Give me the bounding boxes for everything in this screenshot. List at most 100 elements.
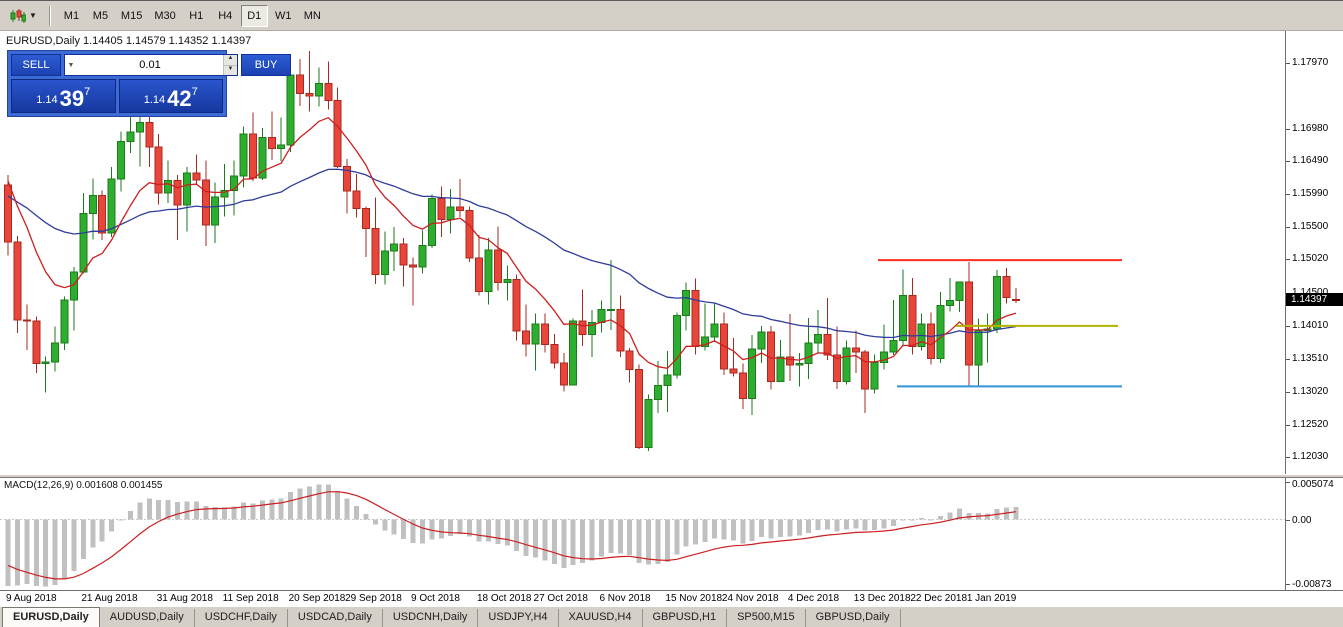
lot-spin-up-icon[interactable]: ▲ [224, 55, 237, 66]
price-axis[interactable]: 1.17970 1.16980 1.16490 1.15990 1.15500 1.150… [1285, 31, 1343, 474]
price-tick-label: 1.15990 [1292, 188, 1329, 200]
date-tick-label: 20 Sep 2018 [288, 593, 346, 604]
lot-dropdown-icon[interactable]: ▼ [67, 61, 75, 69]
tf-button-M15[interactable]: M15 [116, 5, 147, 27]
price-tick-mark [1286, 62, 1290, 64]
tab-AUDUSD-Daily[interactable]: AUDUSD,Daily [100, 609, 195, 627]
sell-button[interactable]: SELL [11, 54, 61, 76]
lot-size-box: ▼ ▲ ▼ [64, 54, 238, 76]
price-tick-mark [1286, 226, 1290, 228]
bid-price-badge: 1.14397 [1286, 293, 1343, 307]
tab-USDCHF-Daily[interactable]: USDCHF,Daily [195, 609, 288, 627]
macd-title: MACD(12,26,9) 0.001608 0.001455 [4, 480, 163, 491]
sell-price-big: 39 [59, 86, 85, 111]
date-tick-label: 13 Dec 2018 [853, 593, 911, 604]
tab-SP500-M15[interactable]: SP500,M15 [727, 609, 806, 627]
buy-button[interactable]: BUY [241, 54, 291, 76]
tf-button-H4[interactable]: H4 [212, 5, 239, 27]
price-tick-mark [1286, 391, 1290, 393]
macd-tick-label: 0.005074 [1292, 479, 1334, 490]
macd-signal-line [7, 491, 1017, 580]
tf-button-H1[interactable]: H1 [183, 5, 210, 27]
price-tick-label: 1.12030 [1292, 451, 1329, 463]
price-tick-label: 1.12520 [1292, 418, 1329, 430]
chart-tabbar: EURUSD,Daily AUDUSD,Daily USDCHF,Daily USDC… [0, 606, 1343, 627]
lot-spin-down-icon[interactable]: ▼ [224, 65, 237, 75]
main-price-pane: EURUSD,Daily 1.14405 1.14579 1.14352 1.1… [0, 31, 1343, 474]
date-tick-label: 22 Dec 2018 [910, 593, 968, 604]
timeframe-toolbar: M1 M5 M15 M30 H1 H4 D1 W1 MN [57, 4, 327, 27]
buy-price-tile[interactable]: 1.14 42 7 [118, 79, 223, 113]
buy-price-prefix: 1.14 [143, 94, 166, 106]
tf-button-W1[interactable]: W1 [270, 5, 297, 27]
toolbar: ▼ M1 M5 M15 M30 H1 H4 D1 W1 MN [0, 1, 1343, 31]
price-tick-label: 1.15020 [1292, 252, 1329, 264]
price-tick-mark [1286, 424, 1290, 426]
price-tick-label: 1.14500 [1292, 287, 1328, 298]
date-axis[interactable]: 9 Aug 2018 21 Aug 2018 31 Aug 2018 11 Sep 2… [0, 590, 1343, 607]
tf-button-M5[interactable]: M5 [87, 5, 114, 27]
chart-title: EURUSD,Daily 1.14405 1.14579 1.14352 1.1… [6, 35, 252, 47]
date-tick-label: 4 Dec 2018 [787, 593, 840, 604]
tab-XAUUSD-H4[interactable]: XAUUSD,H4 [559, 609, 643, 627]
ma-fast-line [7, 116, 1017, 369]
tf-button-MN[interactable]: MN [299, 5, 326, 27]
macd-pane: MACD(12,26,9) 0.001608 0.001455 0.005074… [0, 478, 1343, 590]
sell-price-sup: 7 [84, 86, 91, 98]
sell-price-tile[interactable]: 1.14 39 7 [11, 79, 116, 113]
price-tick-label: 1.13510 [1292, 353, 1329, 365]
pane-splitter[interactable] [0, 474, 1343, 478]
price-tick-label: 1.15500 [1292, 220, 1329, 232]
tf-button-D1[interactable]: D1 [240, 4, 268, 27]
date-tick-label: 11 Sep 2018 [222, 593, 279, 604]
tab-USDCNH-Daily[interactable]: USDCNH,Daily [383, 609, 479, 627]
tf-button-M1[interactable]: M1 [58, 5, 85, 27]
ma-slow-line [7, 168, 1017, 339]
price-tick-label: 1.16980 [1292, 122, 1329, 134]
price-chart-plot[interactable]: EURUSD,Daily 1.14405 1.14579 1.14352 1.1… [0, 31, 1285, 474]
buy-price-big: 42 [167, 86, 192, 111]
tab-EURUSD-Daily[interactable]: EURUSD,Daily [2, 607, 100, 627]
chevron-down-icon: ▼ [29, 11, 37, 20]
macd-tick-label: 0.00 [1292, 514, 1312, 526]
date-tick-label: 9 Aug 2018 [6, 593, 57, 604]
tab-GBPUSD-H1[interactable]: GBPUSD,H1 [643, 609, 728, 627]
lot-size-input[interactable] [77, 55, 223, 75]
tab-USDJPY-H4[interactable]: USDJPY,H4 [478, 609, 559, 627]
price-tick-mark [1286, 457, 1290, 459]
tab-USDCAD-Daily[interactable]: USDCAD,Daily [288, 609, 383, 627]
price-tick-mark [1286, 194, 1290, 196]
price-tick-mark [1286, 128, 1290, 130]
macd-histogram [5, 484, 1019, 587]
chart-type-button[interactable]: ▼ [5, 5, 42, 27]
chart-window: EURUSD,Daily 1.14405 1.14579 1.14352 1.1… [0, 31, 1343, 607]
buy-price-sup: 7 [191, 86, 198, 98]
date-tick-label: 21 Aug 2018 [81, 593, 138, 604]
price-tick-mark [1286, 258, 1290, 260]
macd-chart-plot[interactable]: MACD(12,26,9) 0.001608 0.001455 [0, 478, 1285, 590]
one-click-trading-panel: SELL ▼ ▲ ▼ BUY 1.14 [7, 50, 291, 117]
date-tick-label: 18 Oct 2018 [477, 593, 532, 604]
date-tick-label: 27 Oct 2018 [533, 593, 588, 604]
price-tick-label: 1.14010 [1292, 319, 1329, 331]
date-tick-label: 6 Nov 2018 [599, 593, 651, 604]
tf-button-M30[interactable]: M30 [149, 5, 180, 27]
date-tick-label: 9 Oct 2018 [411, 593, 460, 604]
date-tick-label: 24 Nov 2018 [721, 593, 779, 604]
macd-tick-mark [1286, 584, 1290, 586]
price-tick-mark [1286, 359, 1290, 361]
macd-tick-label: -0.00873 [1292, 579, 1332, 590]
candlestick-chart-icon [10, 8, 26, 23]
date-tick-label: 1 Jan 2019 [966, 593, 1017, 604]
date-tick-label: 31 Aug 2018 [156, 593, 213, 604]
price-tick-mark [1286, 325, 1290, 327]
toolbar-separator [48, 5, 51, 26]
sell-price-prefix: 1.14 [36, 94, 58, 106]
tab-GBPUSD-Daily[interactable]: GBPUSD,Daily [806, 609, 901, 627]
price-tick-label: 1.17970 [1292, 56, 1329, 68]
price-tick-label: 1.16490 [1292, 155, 1329, 167]
price-tick-mark [1286, 161, 1290, 163]
date-tick-label: 15 Nov 2018 [665, 593, 723, 604]
macd-axis[interactable]: 0.005074 0.00 -0.00873 [1285, 478, 1343, 590]
